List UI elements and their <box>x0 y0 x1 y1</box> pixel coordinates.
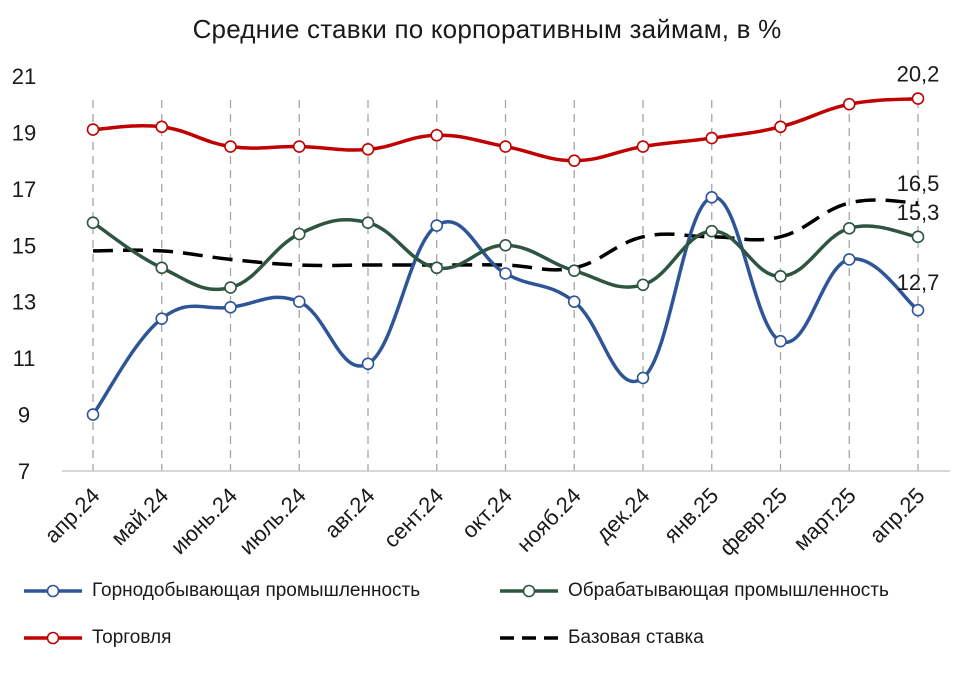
series-0-point-10 <box>774 334 787 348</box>
series-1-point-2 <box>224 281 237 294</box>
series-1-point-8 <box>636 278 650 292</box>
legend-label-key-rate: Базовая ставка <box>568 627 704 648</box>
legend-label-manufacturing: Обрабатывающая промышленность <box>568 580 889 601</box>
series-0-point-1 <box>155 312 169 325</box>
legend-label-mining: Горнодобывающая промышленность <box>92 580 421 601</box>
series-2-point-11 <box>842 97 856 111</box>
series-0-point-6 <box>499 267 512 280</box>
axis-layer: 7 9 11 13 15 17 19 21 апр.24 май.24июнь.24июль.24… <box>12 64 950 561</box>
series-2-point-12 <box>911 92 925 105</box>
series-0-point-0 <box>86 408 100 421</box>
legend-item-mining[interactable]: Горнодобывающая промышленность <box>22 580 420 602</box>
series-1-point-0 <box>86 216 100 230</box>
series-2-point-10 <box>774 120 787 134</box>
series-1-point-11 <box>842 222 856 235</box>
series-1-point-7 <box>567 264 581 277</box>
series-2-point-3 <box>292 140 306 153</box>
x-tick-label: нояб.24 <box>512 483 586 557</box>
series-line-3 <box>92 198 919 272</box>
x-tick-label: дек.24 <box>591 483 655 547</box>
series-2-point-1 <box>155 120 169 134</box>
series-0-point-3 <box>292 295 306 309</box>
y-tick-label: 21 <box>12 64 36 89</box>
y-tick-label: 15 <box>12 233 36 258</box>
series-0-point-11 <box>842 253 856 266</box>
series-1-point-5 <box>430 261 444 275</box>
x-tick-label: авг.24 <box>320 483 380 543</box>
series-layer <box>86 92 925 421</box>
x-tick-label: янв.25 <box>659 483 724 548</box>
x-tick-label: апр.24 <box>40 483 105 548</box>
series-0-point-12 <box>911 303 925 317</box>
x-tick-label: июль.24 <box>234 483 311 560</box>
series-2-point-8 <box>636 140 650 153</box>
x-tick-label: март.25 <box>788 483 860 555</box>
series-2-point-0 <box>86 123 100 136</box>
series-0-point-4 <box>361 357 375 371</box>
x-tick-label: февр.25 <box>714 483 792 561</box>
series-0-point-7 <box>567 295 581 309</box>
series-1-point-9 <box>705 224 719 238</box>
series-2-point-9 <box>705 131 719 145</box>
line-chart: 7 9 11 13 15 17 19 21 апр.24 май.24июнь.24июль.24… <box>12 62 950 561</box>
y-tick-label: 9 <box>18 403 30 428</box>
series-0-point-8 <box>636 371 650 385</box>
series-2-point-6 <box>499 140 512 153</box>
series-0-point-9 <box>705 191 719 204</box>
legend-swatch-key-rate <box>500 636 558 640</box>
series-0-point-5 <box>430 219 444 232</box>
legend-item-trade[interactable]: Торговля <box>22 627 171 649</box>
data-label-last-2: 20,2 <box>897 62 940 87</box>
y-tick-label: 7 <box>18 459 30 484</box>
series-2-point-5 <box>430 128 444 142</box>
data-label-last-3: 16,5 <box>897 171 940 196</box>
series-1-point-12 <box>911 230 925 244</box>
x-tick-label: май.24 <box>106 483 173 550</box>
x-tick-label: апр.25 <box>865 483 930 548</box>
data-label-last-1: 15,3 <box>897 200 940 225</box>
legend-item-key-rate[interactable]: Базовая ставка <box>498 627 704 649</box>
chart-title: Средние ставки по корпоративным займам, … <box>192 14 782 44</box>
grid-layer <box>92 100 919 471</box>
x-tick-label: окт.24 <box>457 483 517 543</box>
legend-item-manufacturing[interactable]: Обрабатывающая промышленность <box>498 580 889 602</box>
y-tick-label: 19 <box>12 120 36 145</box>
label-layer: 20,2 16,5 15,3 12,7 <box>897 62 940 296</box>
x-tick-label: сент.24 <box>379 483 449 553</box>
legend-label-trade: Торговля <box>92 627 172 648</box>
series-1-point-6 <box>499 238 512 252</box>
series-1-point-10 <box>774 270 787 283</box>
legend-swatch-manufacturing <box>500 584 558 598</box>
legend-swatch-mining <box>24 584 82 598</box>
series-2-point-2 <box>224 140 237 153</box>
y-tick-label: 11 <box>13 346 36 371</box>
legend-swatch-trade <box>24 631 82 645</box>
y-tick-label: 13 <box>12 290 36 315</box>
series-2-point-4 <box>361 143 375 156</box>
series-1-point-1 <box>155 261 169 275</box>
series-1-point-4 <box>361 216 375 230</box>
series-2-point-7 <box>567 154 581 167</box>
data-label-last-0: 12,7 <box>897 270 940 295</box>
x-tick-label: июнь.24 <box>166 483 242 559</box>
series-1-point-3 <box>292 227 306 241</box>
y-tick-label: 17 <box>12 177 36 202</box>
series-0-point-2 <box>224 301 237 314</box>
